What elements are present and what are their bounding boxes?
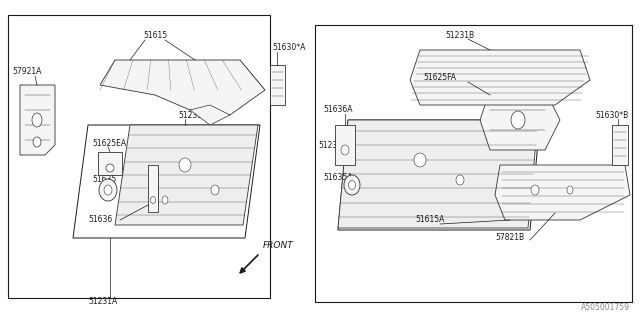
Polygon shape (115, 125, 258, 225)
Ellipse shape (567, 186, 573, 194)
Ellipse shape (414, 153, 426, 167)
Text: 57821B: 57821B (495, 234, 525, 243)
Text: 51231A: 51231A (88, 298, 117, 307)
Text: 51636: 51636 (88, 215, 112, 225)
Text: 51636A: 51636A (323, 106, 353, 115)
Polygon shape (20, 85, 55, 155)
Text: 51615: 51615 (143, 30, 167, 39)
Text: A505001759: A505001759 (581, 303, 630, 312)
Ellipse shape (511, 111, 525, 129)
Polygon shape (338, 120, 538, 228)
Text: 51635: 51635 (92, 175, 116, 185)
Polygon shape (495, 165, 630, 220)
Ellipse shape (341, 145, 349, 155)
Ellipse shape (456, 175, 464, 185)
Polygon shape (410, 50, 590, 105)
Ellipse shape (33, 137, 41, 147)
Polygon shape (148, 165, 158, 212)
Ellipse shape (211, 185, 219, 195)
Ellipse shape (104, 185, 112, 195)
Ellipse shape (32, 113, 42, 127)
Text: 51231D: 51231D (318, 140, 348, 149)
Ellipse shape (162, 196, 168, 204)
Polygon shape (190, 105, 230, 125)
Text: FRONT: FRONT (263, 241, 294, 250)
Polygon shape (612, 125, 628, 165)
Text: 51630*B: 51630*B (595, 110, 628, 119)
Text: 51625FA: 51625FA (423, 74, 456, 83)
Text: 51231C: 51231C (178, 110, 207, 119)
Ellipse shape (344, 175, 360, 195)
Text: 51615A: 51615A (415, 215, 445, 225)
Text: 57921A: 57921A (12, 68, 42, 76)
Polygon shape (270, 65, 285, 105)
Polygon shape (480, 90, 560, 150)
Text: 51625EA: 51625EA (92, 139, 126, 148)
Bar (8, 15, 270, 298)
Polygon shape (335, 125, 355, 165)
Text: 51630*A: 51630*A (272, 44, 305, 52)
Ellipse shape (106, 164, 114, 172)
Ellipse shape (531, 185, 539, 195)
Text: 51231B: 51231B (445, 30, 475, 39)
Text: 51635A: 51635A (323, 173, 353, 182)
Ellipse shape (349, 180, 355, 189)
Ellipse shape (150, 196, 156, 204)
Ellipse shape (179, 158, 191, 172)
Bar (315, 25, 632, 302)
Polygon shape (100, 60, 265, 115)
Polygon shape (98, 152, 122, 175)
Ellipse shape (99, 179, 117, 201)
